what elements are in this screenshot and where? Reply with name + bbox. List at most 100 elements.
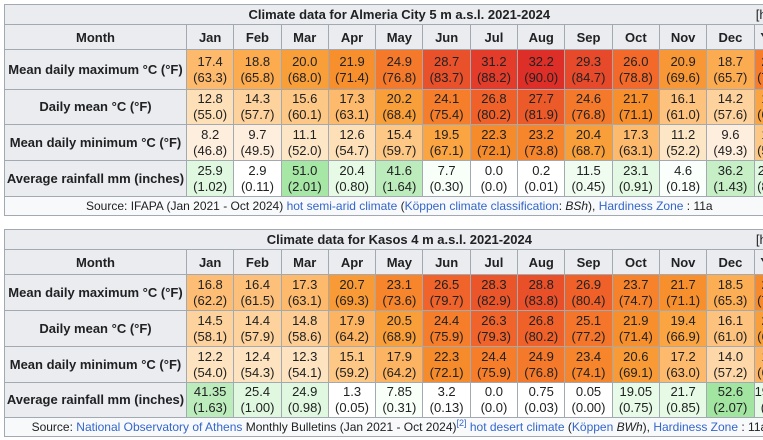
reference-link[interactable]: [2] (456, 418, 467, 428)
source-note: Source: IFAPA (Jan 2021 - Oct 2024) hot … (4, 196, 763, 216)
imperial-value: (61.0) (713, 328, 748, 344)
month-header-cell: Jun (422, 249, 471, 275)
metric-value: 23.4 (575, 348, 602, 364)
row-label: Mean daily maximum °C (°F) (4, 49, 187, 90)
imperial-value: (65.7) (713, 69, 748, 85)
koppen-link[interactable]: Köppen (571, 420, 614, 434)
metric-value: 32.2 (528, 53, 554, 69)
metric-value: 24.9 (292, 384, 318, 399)
hide-link[interactable]: hide (760, 232, 763, 247)
metric-value: 11.5 (576, 162, 601, 178)
month-header-cell: May (375, 249, 424, 275)
metric-value: 28.8 (528, 276, 554, 292)
data-cell: 24.9 (76.8) (517, 346, 566, 383)
hide-toggle[interactable]: [hide] (756, 7, 763, 22)
metric-value: 20.5 (386, 312, 412, 328)
imperial-value: (73.8) (524, 142, 559, 158)
data-cell: 2.9 (0.11) (233, 160, 282, 197)
data-cell: 23.2 (73.8) (517, 124, 566, 161)
imperial-value: (75.4) (429, 107, 464, 122)
imperial-value: (76.8) (382, 69, 417, 85)
data-cell: 20.6 (69.1) (611, 346, 660, 383)
data-cell: 28.3 (82.9) (469, 274, 519, 311)
month-header-cell: Nov (658, 24, 708, 50)
metric-value: 24.9 (528, 348, 554, 364)
data-cell: 8.2 (46.8) (185, 124, 235, 161)
imperial-value: (0.13) (429, 400, 464, 415)
metric-value: 20.2 (386, 91, 412, 106)
climate-type-link[interactable]: hot semi-arid climate (286, 199, 398, 213)
data-cell: 18.0(64.4) (753, 346, 763, 383)
metric-value: 21.7 (670, 276, 696, 292)
imperial-value: (65.3) (713, 292, 748, 308)
data-cell: 24.2(75.5) (753, 49, 763, 90)
imperial-value: (68.0) (287, 69, 322, 85)
data-cell: 12.2 (54.0) (185, 346, 235, 383)
imperial-value: (57.9) (240, 328, 275, 344)
hide-link[interactable]: hide (759, 7, 763, 22)
metric-value: 52.6 (717, 384, 744, 399)
hide-toggle[interactable]: [hide] (756, 232, 763, 247)
metric-value: 21.7 (670, 384, 696, 399)
month-header-cell: Feb (233, 249, 282, 275)
data-cell: 20.2(68.3) (753, 310, 763, 347)
metric-value: 22.4 (762, 277, 763, 292)
data-cell: 41.6 (1.64) (375, 160, 424, 197)
observatory-link[interactable]: National Observatory of Athens (76, 420, 243, 434)
imperial-value: (64.2) (382, 364, 417, 380)
imperial-value: (0.00) (571, 400, 606, 415)
data-cell: 198.15(7.8) (753, 382, 763, 418)
source-text: : 11a (741, 420, 763, 434)
imperial-value: (55.0) (193, 107, 228, 122)
data-cell: 23.4 (74.1) (564, 346, 613, 383)
data-cell: 16.4 (61.5) (233, 274, 282, 311)
metric-value: 15.1 (339, 348, 365, 364)
koppen-link[interactable]: Köppen climate classification (404, 199, 559, 213)
metric-value: 29.3 (575, 53, 602, 69)
metric-value: 15.0 (761, 127, 763, 142)
imperial-value: (88.2) (476, 69, 511, 85)
table-row: Mean daily minimum °C (°F) 12.2 (54.0) 12.4… (4, 346, 763, 383)
imperial-value: (52.0) (287, 142, 322, 158)
metric-value: 19.6 (761, 91, 763, 106)
imperial-value: (68.7) (571, 142, 606, 158)
imperial-value: (57.2) (713, 364, 748, 380)
metric-value: 18.8 (244, 53, 271, 69)
hardiness-zone-link[interactable]: Hardiness Zone (653, 420, 739, 434)
imperial-value: (75.9) (476, 364, 511, 380)
imperial-value: (67.4) (757, 107, 763, 122)
source-note: Source: National Observatory of Athens M… (4, 417, 763, 437)
metric-value: 0.2 (532, 162, 551, 178)
metric-value: 17.2 (670, 348, 696, 364)
imperial-value: (84.7) (571, 69, 606, 85)
metric-value: 20.2 (762, 313, 763, 328)
imperial-value: (58.6) (287, 328, 322, 344)
table-title-text: Climate data for Almeria City 5 m a.s.l.… (248, 7, 551, 22)
imperial-value: (54.7) (335, 142, 370, 158)
data-cell: 11.1 (52.0) (280, 124, 329, 161)
imperial-value: (76.8) (571, 107, 606, 122)
imperial-value: (63.1) (287, 292, 322, 308)
imperial-value: (63.0) (666, 364, 701, 380)
imperial-value: (68.3) (757, 328, 763, 344)
metric-value: 14.8 (292, 312, 318, 328)
metric-value: 17.3 (292, 276, 318, 292)
source-text: : 11a (683, 199, 713, 213)
month-header-cell: Jun (422, 24, 471, 50)
metric-value: 36.2 (717, 162, 744, 178)
imperial-value: (0.31) (382, 400, 417, 415)
imperial-value: (46.8) (193, 142, 228, 158)
climate-type-link[interactable]: hot desert climate (469, 420, 565, 434)
metric-value: 51.0 (292, 162, 318, 178)
imperial-value: (54.3) (240, 364, 275, 380)
imperial-value: (79.7) (429, 292, 464, 308)
data-cell: 0.05 (0.00) (564, 382, 613, 418)
metric-value: 17.3 (623, 126, 649, 142)
data-cell: 26.8 (80.2) (517, 310, 566, 347)
data-cell: 17.3 (63.1) (327, 89, 377, 125)
data-cell: 23.7 (74.7) (611, 274, 660, 311)
metric-value: 20.4 (575, 126, 602, 142)
imperial-value: (72.3) (757, 292, 763, 308)
data-cell: 51.0 (2.01) (280, 160, 329, 197)
hardiness-zone-link[interactable]: Hardiness Zone (598, 199, 684, 213)
